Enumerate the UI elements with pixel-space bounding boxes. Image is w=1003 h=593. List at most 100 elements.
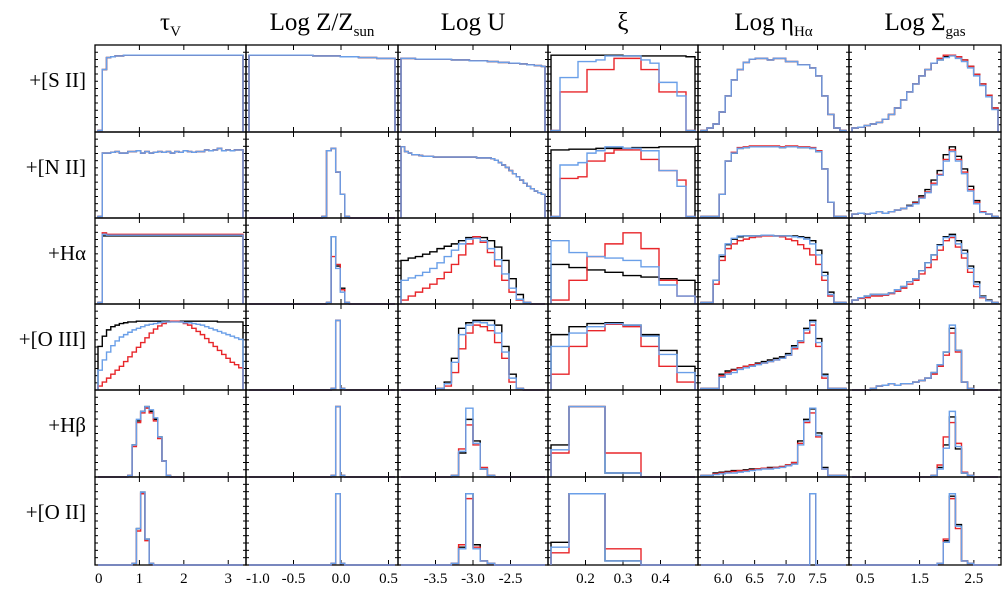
panel-ticks [548,390,698,477]
x-tick-label: 3 [224,571,232,587]
histogram-red [851,149,999,218]
histogram-blue [700,234,847,304]
panel-ticks [398,132,548,218]
panel-ticks [245,304,398,390]
row-label: +[N II] [26,155,86,179]
row-labels: +[S II] +[N II] +Hα +[O III] +Hβ +[O II] [19,68,86,524]
histogram-blue [97,54,244,132]
histogram-red [98,493,243,566]
panel-frame [94,303,247,391]
row-label: +[S II] [29,68,86,92]
histogram-blue [401,407,545,478]
histogram-black [700,234,847,304]
column-title-tau: τV [160,9,181,40]
column-title-logsigma: Log Σgas [884,9,965,40]
panel-r2-c2 [397,217,549,305]
histogram-black [701,493,846,566]
panel-ticks [548,132,698,218]
panel-frame [697,389,850,478]
x-tick-label: 0.5 [379,571,398,587]
histogram-blue [700,321,847,390]
column-title-subscript: V [170,24,181,40]
histogram-red [248,54,396,132]
x-tick-label: 1 [136,571,144,587]
histogram-red [401,324,545,391]
histogram-red [249,319,395,391]
column-title-main: Log η [734,9,794,36]
histogram-blue [851,150,999,218]
panel-r4-c5 [848,389,1002,478]
histogram-blue [851,55,999,132]
column-title-main: Log Σ [884,9,945,36]
panel-ticks [245,218,398,304]
panel-r2-c0 [94,217,247,305]
x-tick-label: 1.5 [910,571,929,587]
panel-ticks [849,477,1001,565]
x-tick-label: 0.4 [651,571,670,587]
column-title-main: τ [160,9,170,36]
column-title-main: Log Z/Z [270,9,354,36]
histogram-red [550,405,695,478]
histogram-red [852,332,998,391]
panel-ticks [245,390,398,477]
histogram-blue [97,147,244,218]
histogram-blue [97,233,244,304]
panel-ticks [698,132,849,218]
panel-ticks [94,390,246,477]
panel-frame [848,476,1002,566]
panel-ticks [698,477,849,565]
histogram-blue [550,405,695,478]
panel-r4-c4 [697,389,850,478]
x-axis-tick-labels: 0 1 2 3 -1.0 -0.5 0.0 0.5 -3.5 -3.0 -2.5 0.2 0.3 0.4 6… [95,571,983,587]
panel-r1-c0 [94,131,247,219]
panel-r2-c3 [547,217,699,305]
histogram-black [400,57,546,132]
histogram-blue [701,493,846,566]
panel-ticks [94,218,246,304]
histogram-blue [249,236,395,305]
histogram-red [97,232,244,304]
histogram-red [852,421,998,478]
histogram-black [550,405,695,478]
x-tick-label: 2.5 [964,571,983,587]
histogram-black [249,405,395,478]
panel-frame [245,303,399,391]
histogram-red [550,232,696,304]
histogram-blue [97,321,244,390]
panel-r1-c1 [245,131,399,219]
column-title-main: ξ [617,9,628,36]
panel-frame [848,131,1002,219]
panel-r5-c0 [94,476,247,566]
panel-frame [848,217,1002,305]
panel-r0-c2 [397,44,549,133]
histogram-blue [851,235,999,304]
histogram-blue [852,493,998,566]
row-label: +Hβ [48,413,86,437]
panel-r0-c1 [245,44,399,133]
histogram-red [249,493,395,566]
histogram-red [700,235,847,304]
histogram-black [97,320,244,390]
panel-r5-c3 [547,476,699,566]
histogram-blue [700,57,847,132]
histogram-black [550,263,696,304]
x-tick-label: -3.5 [424,571,448,587]
histogram-black [700,146,847,218]
histogram-red [400,57,546,132]
panel-ticks [849,390,1001,477]
histogram-blue [98,491,243,566]
histogram-black [400,236,545,305]
histogram-blue [852,410,998,478]
histogram-black [700,57,847,132]
column-title-logeta: Log ηHα [734,9,812,40]
histogram-blue [700,146,847,218]
panel-ticks [94,132,246,218]
panel-r3-c1 [245,303,399,391]
histogram-black [249,493,395,566]
panels [94,44,1002,566]
panel-frame [245,476,399,566]
panel-r4-c3 [547,389,699,478]
x-tick-label: 2 [180,571,188,587]
x-tick-label: 0.2 [576,571,595,587]
